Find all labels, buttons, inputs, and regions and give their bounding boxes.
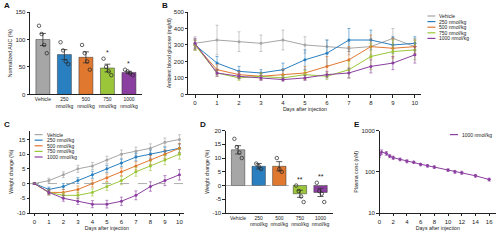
svg-text:200: 200 (174, 59, 185, 65)
svg-text:7: 7 (347, 100, 351, 106)
svg-text:0: 0 (378, 219, 382, 225)
svg-text:1: 1 (215, 100, 219, 106)
svg-text:*: * (127, 60, 130, 67)
svg-text:250 nmol/kg: 250 nmol/kg (439, 19, 466, 25)
svg-text:B: B (162, 1, 168, 10)
svg-text:10: 10 (368, 210, 375, 216)
svg-text:-5: -5 (216, 196, 222, 202)
svg-text:100: 100 (174, 75, 185, 81)
svg-text:2: 2 (237, 100, 241, 106)
svg-text:**: ** (297, 176, 303, 183)
svg-text:0: 0 (218, 183, 222, 189)
svg-text:0: 0 (22, 92, 26, 98)
svg-text:9: 9 (163, 219, 167, 225)
svg-text:750 nmol/kg: 750 nmol/kg (439, 30, 466, 36)
svg-text:**: ** (318, 173, 324, 180)
svg-text:Ambient blood glucose (mg/dl): Ambient blood glucose (mg/dl) (166, 18, 172, 88)
svg-text:10: 10 (412, 100, 419, 106)
svg-text:1: 1 (47, 219, 51, 225)
svg-text:Days after injection: Days after injection (283, 106, 327, 112)
svg-text:7: 7 (134, 219, 138, 225)
svg-text:Plasma conc (nM): Plasma conc (nM) (353, 151, 359, 193)
svg-text:0: 0 (22, 181, 26, 187)
svg-text:1000 nmol/kg: 1000 nmol/kg (439, 35, 469, 41)
svg-text:1000nmol/kg: 1000nmol/kg (312, 215, 330, 228)
svg-text:Weight change (%): Weight change (%) (204, 150, 210, 194)
svg-text:8: 8 (433, 219, 437, 225)
svg-text:3: 3 (76, 219, 80, 225)
svg-text:-10: -10 (17, 210, 26, 216)
svg-text:-5: -5 (20, 195, 26, 201)
svg-text:D: D (200, 120, 206, 129)
svg-text:1000nmol/kg: 1000nmol/kg (120, 96, 138, 109)
svg-text:500nmol/kg: 500nmol/kg (271, 215, 289, 228)
svg-text:1000 nmol/kg: 1000 nmol/kg (47, 154, 77, 160)
svg-text:5: 5 (218, 169, 222, 175)
svg-text:500nmol/kg: 500nmol/kg (77, 96, 95, 109)
svg-text:E: E (354, 120, 360, 129)
svg-text:50: 50 (19, 64, 26, 70)
svg-text:C: C (4, 120, 10, 129)
svg-text:5: 5 (303, 100, 307, 106)
svg-text:0: 0 (180, 92, 184, 98)
svg-text:4: 4 (405, 219, 409, 225)
svg-text:400: 400 (174, 26, 185, 32)
svg-text:1000 nmol/kg: 1000 nmol/kg (462, 132, 492, 138)
svg-text:1000: 1000 (362, 128, 376, 134)
svg-text:6: 6 (325, 100, 329, 106)
svg-text:750nmol/kg: 750nmol/kg (291, 215, 309, 228)
svg-text:500 nmol/kg: 500 nmol/kg (47, 143, 74, 149)
svg-text:6: 6 (419, 219, 423, 225)
svg-text:8: 8 (369, 100, 373, 106)
svg-text:6: 6 (120, 219, 124, 225)
svg-text:4: 4 (91, 219, 95, 225)
svg-text:Normalized AUC (%): Normalized AUC (%) (7, 29, 13, 77)
svg-text:300: 300 (174, 42, 185, 48)
svg-text:500 nmol/kg: 500 nmol/kg (439, 24, 466, 30)
svg-text:Vehicle: Vehicle (47, 132, 63, 138)
svg-text:10: 10 (445, 219, 452, 225)
svg-text:150: 150 (15, 9, 26, 15)
svg-text:250nmol/kg: 250nmol/kg (250, 215, 268, 228)
svg-text:2: 2 (62, 219, 66, 225)
svg-text:-10: -10 (212, 210, 221, 216)
svg-text:15: 15 (214, 141, 221, 147)
svg-text:9: 9 (391, 100, 395, 106)
svg-text:Weight change (%): Weight change (%) (8, 150, 14, 194)
svg-text:Days after injection: Days after injection (85, 225, 129, 231)
svg-text:250 nmol/kg: 250 nmol/kg (47, 137, 74, 143)
svg-text:*: * (106, 49, 109, 56)
svg-text:0: 0 (193, 100, 197, 106)
svg-text:100: 100 (15, 37, 26, 43)
svg-text:750nmol/kg: 750nmol/kg (99, 96, 117, 109)
svg-text:2: 2 (392, 219, 396, 225)
svg-text:14: 14 (472, 219, 479, 225)
svg-text:10: 10 (214, 155, 221, 161)
svg-text:Days after injection: Days after injection (416, 225, 460, 231)
svg-text:Vehicle: Vehicle (230, 215, 246, 221)
svg-text:16: 16 (486, 219, 493, 225)
svg-text:750 nmol/kg: 750 nmol/kg (47, 148, 74, 154)
svg-text:10: 10 (19, 151, 26, 157)
svg-text:250nmol/kg: 250nmol/kg (56, 96, 74, 109)
svg-text:15: 15 (19, 137, 26, 143)
svg-text:A: A (4, 1, 10, 10)
svg-text:5: 5 (105, 219, 109, 225)
svg-text:500: 500 (174, 9, 185, 15)
svg-text:20: 20 (214, 128, 221, 134)
svg-text:8: 8 (149, 219, 153, 225)
svg-text:12: 12 (458, 219, 465, 225)
svg-text:5: 5 (22, 166, 26, 172)
svg-text:4: 4 (281, 100, 285, 106)
svg-text:Vehicle: Vehicle (439, 13, 455, 19)
svg-text:Vehicle: Vehicle (35, 96, 51, 102)
svg-text:3: 3 (259, 100, 263, 106)
svg-text:100: 100 (365, 169, 376, 175)
svg-text:10: 10 (176, 219, 183, 225)
svg-text:0: 0 (33, 219, 37, 225)
